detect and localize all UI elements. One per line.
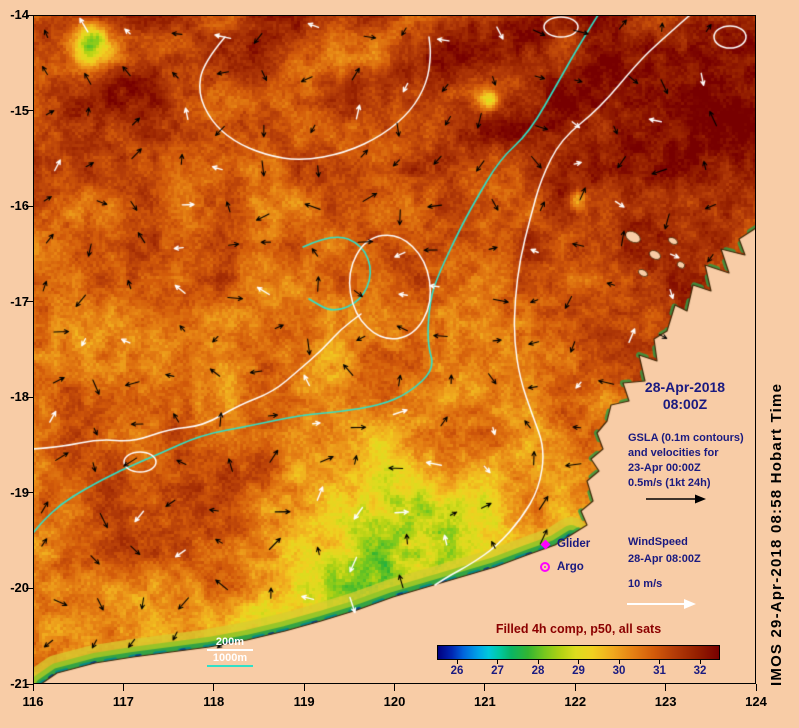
gsla-legend-line1: GSLA (0.1m contours)	[628, 432, 744, 444]
x-tick-mark	[32, 684, 34, 691]
gsla-legend-line3: 23-Apr 00:00Z	[628, 462, 701, 474]
x-tick-label: 116	[22, 694, 44, 709]
argo-marker-icon	[540, 562, 550, 572]
colorbar-tick-mark	[497, 660, 498, 664]
x-tick-label: 117	[112, 694, 134, 709]
argo-marker-dot	[544, 566, 546, 568]
x-tick-mark	[213, 684, 215, 691]
y-tick-label: -19	[10, 484, 29, 500]
y-tick-label: -16	[10, 198, 29, 214]
depth-200-label: 200m	[215, 636, 245, 648]
x-tick-mark	[665, 684, 667, 691]
y-tick-label: -17	[10, 293, 29, 309]
y-tick-mark	[26, 205, 33, 207]
windspeed-label-line1: WindSpeed	[628, 536, 688, 548]
x-tick-label: 118	[203, 694, 225, 709]
y-tick-mark	[26, 14, 33, 16]
colorbar-tick-label: 26	[450, 665, 464, 677]
watermark-text: IMOS 29-Apr-2018 08:58 Hobart Time	[768, 382, 785, 686]
y-tick-mark	[26, 301, 33, 303]
x-tick-label: 122	[564, 694, 587, 709]
x-tick-label: 119	[293, 694, 315, 709]
colorbar-tick-mark	[537, 660, 539, 664]
depth-1000-label: 1000m	[212, 652, 248, 664]
colorbar-tick-label: 28	[531, 665, 545, 677]
argo-label: Argo	[557, 561, 584, 573]
gsla-legend-line2: and velocities for	[628, 447, 719, 459]
colorbar-title: Filled 4h comp, p50, all sats	[495, 622, 662, 636]
velocity-scale-arrow-head	[695, 494, 706, 504]
velocity-scale-arrow-icon	[646, 494, 706, 504]
colorbar-tick-mark	[618, 660, 620, 664]
y-tick-label: -18	[10, 389, 29, 405]
map-datetime-line1: 28-Apr-2018	[644, 379, 726, 395]
y-tick-label: -20	[10, 580, 29, 596]
x-tick-mark	[484, 684, 486, 691]
depth-200-line-sample	[207, 649, 253, 651]
colorbar-tick-label: 29	[572, 665, 585, 677]
y-tick-label: -15	[10, 102, 29, 118]
colorbar-tick-label: 27	[491, 665, 504, 677]
y-tick-label: -21	[10, 676, 29, 691]
windspeed-label-line2: 28-Apr 08:00Z	[628, 553, 701, 565]
y-tick-mark	[26, 683, 33, 685]
colorbar-tick-mark	[456, 660, 458, 664]
x-tick-label: 123	[654, 694, 677, 709]
y-tick-label: -14	[10, 7, 29, 22]
wind-scale-arrow-head	[684, 599, 696, 609]
colorbar-tick-mark	[699, 660, 701, 664]
x-tick-mark	[303, 684, 305, 691]
colorbar-tick-label: 30	[612, 665, 626, 677]
colorbar-tick-label: 32	[693, 665, 707, 677]
wind-scale-arrow-icon	[627, 599, 696, 609]
colorbar-tick-mark	[659, 660, 660, 664]
sst-map-canvas	[33, 15, 756, 684]
y-tick-mark	[26, 492, 33, 494]
glider-label: Glider	[557, 538, 591, 550]
x-tick-mark	[574, 684, 576, 691]
x-tick-mark	[755, 684, 757, 691]
colorbar-tick-mark	[578, 660, 579, 664]
colorbar	[437, 645, 720, 660]
wind-scale-label: 10 m/s	[628, 578, 663, 590]
x-tick-label: 120	[383, 694, 406, 709]
x-tick-label: 124	[745, 694, 767, 709]
y-tick-mark	[26, 396, 33, 398]
x-tick-mark	[394, 684, 395, 691]
map-datetime-line2: 08:00Z	[662, 396, 708, 412]
depth-contour-legend: 200m 1000m	[205, 636, 255, 668]
depth-1000-line-sample	[207, 665, 253, 667]
y-tick-mark	[26, 110, 33, 112]
y-tick-mark	[26, 587, 33, 589]
gsla-legend-line4: 0.5m/s (1kt 24h)	[628, 477, 711, 489]
x-tick-label: 121	[474, 694, 496, 709]
x-tick-mark	[122, 684, 124, 691]
colorbar-tick-label: 31	[653, 665, 666, 677]
